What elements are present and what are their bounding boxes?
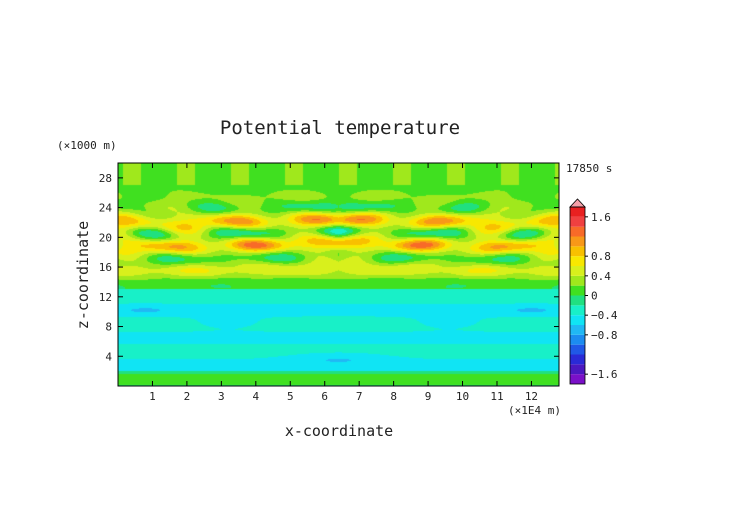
y-axis-ticks: 4 8 12 16 20 24 28 <box>99 172 559 363</box>
x-tick-label: 11 <box>490 390 503 403</box>
colorbar-segment <box>570 305 585 316</box>
x-unit-label: (×1E4 m) <box>508 404 561 417</box>
colorbar-segment <box>570 236 585 247</box>
x-tick-label: 8 <box>390 390 397 403</box>
colorbar-segment <box>570 256 585 266</box>
heatmap-field <box>118 163 559 386</box>
x-tick-label: 12 <box>525 390 538 403</box>
colorbar-tick-label: 0 <box>591 290 598 303</box>
colorbar-segment <box>570 325 585 335</box>
colorbar-tick-label: 0.4 <box>591 270 611 283</box>
y-tick-label: 12 <box>99 291 112 304</box>
colorbar-segment <box>570 207 585 217</box>
plot-frame <box>117 162 560 387</box>
y-tick-label: 8 <box>105 321 112 334</box>
colorbar-segment <box>570 275 585 286</box>
colorbar <box>569 198 586 385</box>
x-axis-ticks: 1 2 3 4 5 6 7 8 9 10 11 12 <box>149 163 538 403</box>
y-unit-label: (×1000 m) <box>57 139 117 152</box>
colorbar-extend-arrow <box>569 198 586 208</box>
colorbar-segment <box>570 344 585 355</box>
colorbar-tick-label: 0.8 <box>591 250 611 263</box>
colorbar-tick-label: −0.8 <box>591 329 618 342</box>
colorbar-segment <box>570 354 585 365</box>
y-tick-label: 20 <box>99 231 112 244</box>
x-tick-label: 6 <box>321 390 328 403</box>
chart-title: Potential temperature <box>220 117 460 139</box>
colorbar-segment <box>570 295 585 306</box>
x-tick-label: 9 <box>425 390 432 403</box>
y-tick-label: 16 <box>99 261 112 274</box>
y-axis-label: z-coordinate <box>74 221 92 329</box>
colorbar-segment <box>570 285 585 296</box>
colorbar-segment <box>570 226 585 237</box>
colorbar-segment <box>570 246 585 257</box>
colorbar-segment <box>570 364 585 375</box>
x-axis-label: x-coordinate <box>285 422 393 440</box>
colorbar-segment <box>570 315 585 325</box>
time-label: 17850 s <box>566 162 612 175</box>
colorbar-segment <box>570 334 585 345</box>
y-tick-label: 28 <box>99 172 112 185</box>
plot-area <box>117 162 560 387</box>
colorbar-segment <box>570 374 585 384</box>
colorbar-labels: 1.6 0.8 0.4 0 −0.4 −0.8 −1.6 <box>585 211 618 381</box>
colorbar-tick-label: 1.6 <box>591 211 611 224</box>
x-tick-label: 7 <box>356 390 363 403</box>
colorbar-segment <box>570 216 585 227</box>
colorbar-tick-label: −1.6 <box>591 368 618 381</box>
y-tick-label: 24 <box>99 202 113 215</box>
colorbar-segment <box>570 266 585 276</box>
x-tick-label: 5 <box>287 390 294 403</box>
colorbar-tick-label: −0.4 <box>591 309 618 322</box>
y-tick-label: 4 <box>105 350 112 363</box>
x-tick-label: 3 <box>218 390 225 403</box>
x-tick-label: 4 <box>253 390 260 403</box>
x-tick-label: 1 <box>149 390 156 403</box>
x-tick-label: 2 <box>184 390 191 403</box>
x-tick-label: 10 <box>456 390 469 403</box>
